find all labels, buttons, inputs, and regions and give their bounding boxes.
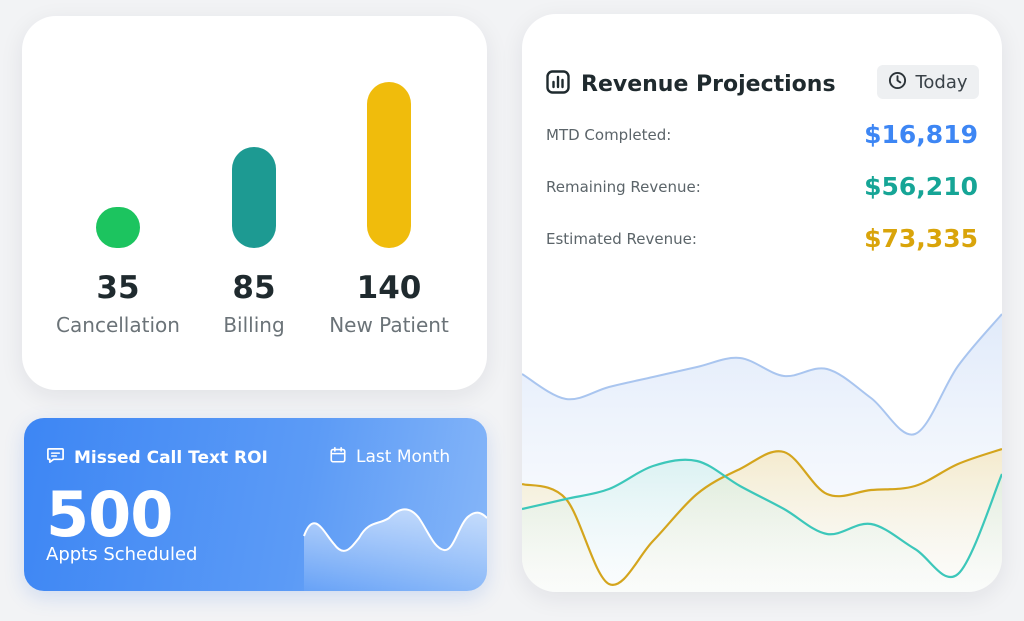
estimated-revenue-label: Estimated Revenue: [546,229,697,248]
roi-period-selector[interactable]: Last Month [329,446,450,468]
appointments-card: 35 85 140 Cancellation Billing New Patie… [22,16,487,390]
roi-period-label: Last Month [356,447,451,467]
mtd-completed-label: MTD Completed: [546,125,672,144]
revenue-chart [522,313,1002,592]
new-patient-bar [367,82,411,248]
new-patient-count: 140 [356,270,422,306]
remaining-revenue-row: Remaining Revenue: $56,210 [546,172,978,201]
series-gold-line [522,447,1002,586]
estimated-revenue-row: Estimated Revenue: $73,335 [546,224,978,253]
series-teal-line [522,458,1002,578]
cancellation-bar [96,206,140,248]
roi-title: Missed Call Text ROI [74,447,268,468]
revenue-header: Revenue Projections [546,70,836,98]
series-teal-area [522,459,1002,592]
cancellation-label: Cancellation [56,313,180,337]
date-range-button[interactable]: Today [877,65,979,99]
revenue-title: Revenue Projections [581,71,836,97]
roi-value: 500 [46,478,173,551]
remaining-revenue-label: Remaining Revenue: [546,177,701,196]
missed-call-roi-card: Missed Call Text ROI Last Month 500 Appt… [24,418,487,591]
bar-chart-icon [546,70,570,98]
roi-caption: Appts Scheduled [46,544,198,565]
remaining-revenue-value: $56,210 [864,172,978,201]
calendar-icon [329,446,347,468]
billing-count: 85 [232,270,276,306]
mtd-completed-value: $16,819 [864,120,978,149]
date-range-label: Today [915,71,968,93]
mtd-completed-row: MTD Completed: $16,819 [546,120,978,149]
roi-title-row: Missed Call Text ROI [46,446,268,469]
new-patient-label: New Patient [329,313,449,337]
clock-icon [888,71,907,94]
revenue-projections-card: Revenue Projections Today MTD Completed:… [522,14,1002,592]
estimated-revenue-value: $73,335 [864,224,978,253]
cancellation-count: 35 [96,270,140,306]
billing-label: Billing [223,313,285,337]
message-icon [46,446,65,469]
billing-bar [232,147,276,248]
roi-sparkline [303,508,487,591]
series-blue-line [522,313,1002,436]
